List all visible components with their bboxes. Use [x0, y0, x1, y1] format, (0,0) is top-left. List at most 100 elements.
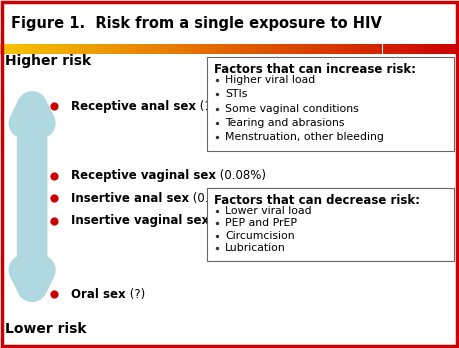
Point [213, 120, 221, 126]
Bar [375, 44, 376, 54]
Point [213, 220, 221, 226]
Bar [187, 44, 188, 54]
Point [50, 218, 58, 224]
Text: Tearing and abrasions: Tearing and abrasions [225, 118, 344, 128]
Bar [382, 44, 384, 54]
Bar [173, 44, 174, 54]
Bar [350, 44, 352, 54]
Bar [207, 44, 208, 54]
Bar [338, 44, 340, 54]
Bar [216, 44, 217, 54]
Bar [254, 44, 256, 54]
Bar [75, 44, 77, 54]
Bar [407, 44, 409, 54]
Bar [275, 44, 277, 54]
Bar [138, 44, 139, 54]
Bar [380, 44, 381, 54]
Bar [199, 44, 201, 54]
Bar [234, 44, 235, 54]
Bar [220, 44, 222, 54]
Bar [184, 44, 185, 54]
Bar [6, 44, 8, 54]
Bar [134, 44, 136, 54]
Bar [456, 44, 458, 54]
Bar [376, 44, 378, 54]
Bar [326, 44, 327, 54]
Bar [451, 44, 453, 54]
Bar [29, 44, 31, 54]
Bar [1, 44, 3, 54]
Bar [142, 44, 144, 54]
Text: Insertive vaginal sex: Insertive vaginal sex [71, 214, 209, 228]
Bar [340, 44, 341, 54]
Bar [441, 44, 442, 54]
Bar [205, 44, 207, 54]
Bar [268, 44, 269, 54]
Bar [334, 44, 335, 54]
Bar [262, 44, 263, 54]
Bar [150, 44, 151, 54]
Bar [151, 44, 153, 54]
Bar [325, 44, 326, 54]
Bar [26, 44, 28, 54]
Bar [272, 44, 274, 54]
Bar [436, 44, 437, 54]
Bar [295, 44, 297, 54]
Bar [349, 44, 350, 54]
Bar [231, 44, 233, 54]
Bar [384, 44, 386, 54]
Bar [43, 44, 45, 54]
Bar [15, 44, 17, 54]
Bar [168, 44, 170, 54]
Bar [130, 44, 132, 54]
Bar [64, 44, 66, 54]
Bar [188, 44, 190, 54]
Bar [399, 44, 401, 54]
Bar [419, 44, 421, 54]
Bar [219, 44, 220, 54]
Bar [179, 44, 180, 54]
Bar [210, 44, 211, 54]
Bar [430, 44, 431, 54]
Bar [315, 44, 317, 54]
Bar [208, 44, 210, 54]
Bar [34, 44, 35, 54]
Bar [83, 44, 84, 54]
Bar [156, 44, 157, 54]
Bar [47, 44, 49, 54]
Bar [269, 44, 271, 54]
Bar [38, 44, 40, 54]
Bar [146, 44, 147, 54]
Bar [233, 44, 234, 54]
Bar [450, 44, 451, 54]
Bar [279, 44, 280, 54]
Bar [266, 44, 268, 54]
Bar [113, 44, 115, 54]
Bar [211, 44, 213, 54]
Bar [3, 44, 5, 54]
Bar [116, 44, 118, 54]
Point [213, 92, 221, 97]
Bar [161, 44, 162, 54]
Bar [133, 44, 134, 54]
Text: Lower risk: Lower risk [5, 322, 86, 336]
Bar [437, 44, 439, 54]
Bar [182, 44, 184, 54]
Text: (0.04%): (0.04%) [209, 214, 259, 228]
Bar [442, 44, 444, 54]
Bar [178, 44, 179, 54]
Bar [321, 44, 323, 54]
Bar [56, 44, 58, 54]
Bar [136, 44, 138, 54]
Bar [201, 44, 202, 54]
Text: (0.06-0.62%): (0.06-0.62%) [189, 192, 270, 205]
Point [213, 233, 221, 239]
Bar [69, 44, 70, 54]
Bar [312, 44, 313, 54]
Point [50, 291, 58, 297]
Bar [228, 44, 230, 54]
Bar [95, 44, 96, 54]
Bar [24, 44, 26, 54]
Bar [361, 44, 363, 54]
Bar [202, 44, 203, 54]
